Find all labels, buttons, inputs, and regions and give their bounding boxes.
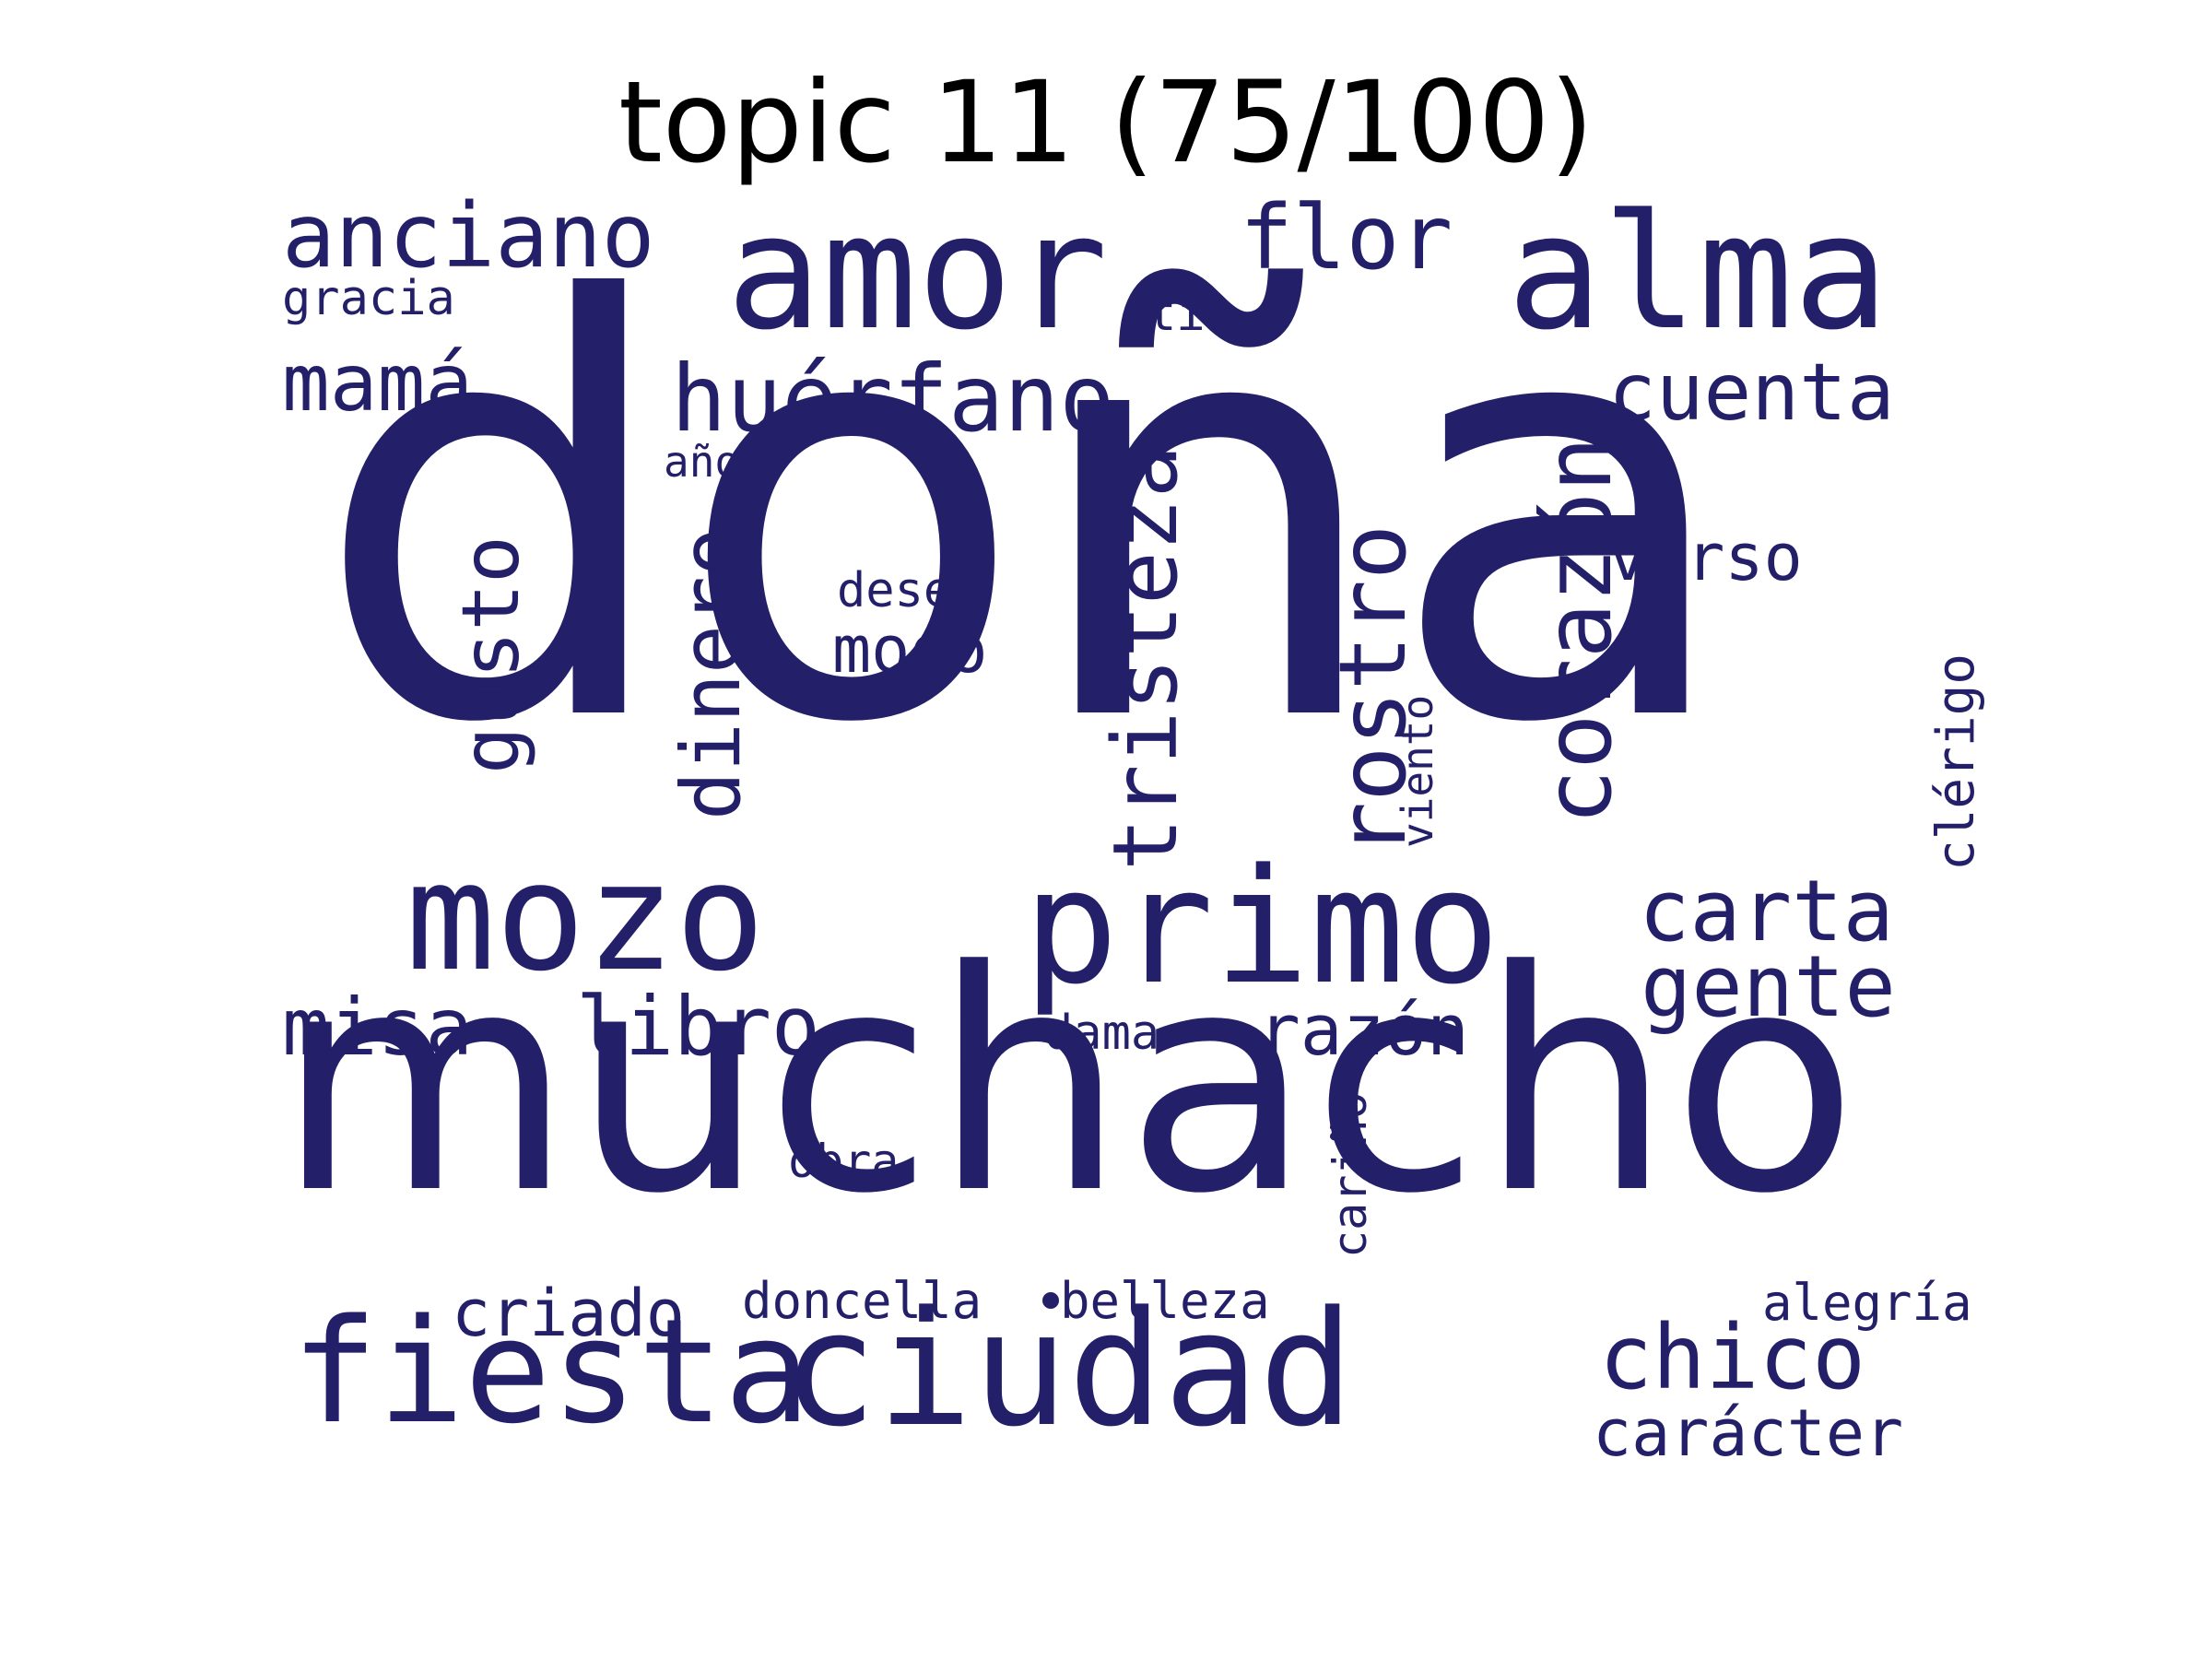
word-modo: modo — [832, 612, 988, 688]
word-tio: tío — [1147, 287, 1234, 342]
word-mama: mamá — [282, 337, 474, 429]
word-chico: chico — [1599, 1306, 1865, 1409]
word-dama: dama — [1044, 1006, 1160, 1061]
word-cuenta: cuenta — [1608, 347, 1895, 439]
word-viento: viento — [1393, 694, 1442, 848]
word-carta: carta — [1639, 862, 1894, 960]
word-anciano: anciano — [282, 184, 655, 288]
word-muchacho: muchacho — [276, 906, 1858, 1260]
word-doncella: doncella — [742, 1272, 982, 1330]
word-amor: amor — [726, 180, 1109, 365]
word-deseo: deseo — [837, 563, 982, 618]
word-criado: criado — [452, 1276, 685, 1351]
word-belleza: belleza — [1060, 1272, 1270, 1330]
word-gente: gente — [1641, 937, 1896, 1036]
word-libro: libro — [576, 979, 820, 1074]
word-fiesta: fiesta — [291, 1288, 811, 1455]
word-ano: año — [664, 437, 741, 487]
dot-marker — [1042, 1292, 1059, 1309]
word-primo: primo — [1023, 834, 1500, 1019]
word-dona: doña — [313, 183, 1738, 848]
word-dinero: dinero — [664, 527, 759, 820]
word-flor: flor — [1240, 186, 1453, 289]
word-verso: verso — [1608, 520, 1803, 595]
word-corazon: corazón — [1524, 436, 1632, 825]
word-gusto: gusto — [445, 535, 537, 774]
word-ciudad: ciudad — [782, 1277, 1355, 1462]
word-alegria: alegría — [1762, 1274, 1972, 1332]
word-mozo: mozo — [406, 831, 766, 1005]
word-alma: alma — [1507, 180, 1889, 365]
word-misa: misa — [282, 982, 474, 1074]
word-clerigo: clérigo — [1926, 653, 1986, 871]
word-obra: obra — [788, 1135, 900, 1188]
word-carino: cariño — [1324, 1091, 1377, 1258]
word-huerfano: huérfano — [671, 345, 1115, 453]
word-gracia: gracia — [282, 271, 455, 326]
figure-title: topic 11 (75/100) — [618, 57, 1594, 188]
word-caracter: carácter — [1593, 1395, 1904, 1471]
word-tristeza: tristeza — [1094, 444, 1197, 871]
word-razon: razón — [1258, 989, 1469, 1071]
